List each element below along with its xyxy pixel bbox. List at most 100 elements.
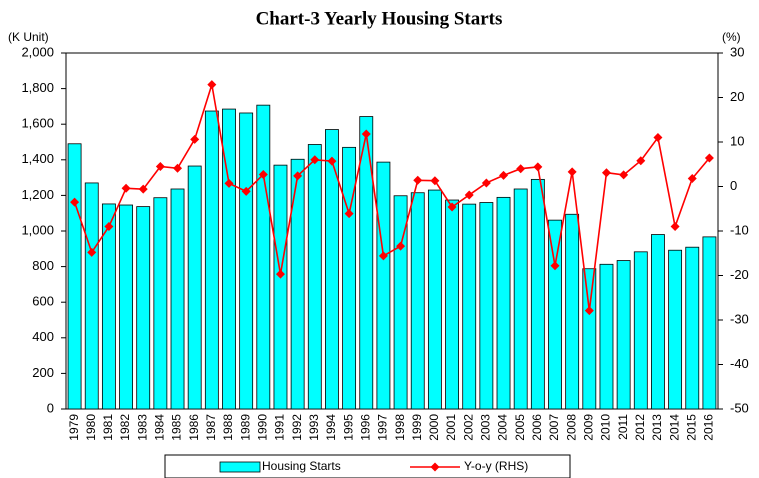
bar (530, 178, 545, 410)
y-tick-label: 1,800 (21, 80, 54, 95)
x-tick-label: 1996 (358, 414, 372, 441)
bar (702, 236, 717, 410)
x-tick-label: 2008 (564, 414, 578, 441)
bar (548, 219, 562, 410)
legend-box (164, 454, 571, 478)
marker (430, 176, 440, 186)
bar (170, 188, 185, 410)
marker (533, 162, 543, 172)
marker (293, 171, 303, 181)
marker (636, 156, 646, 166)
bar (445, 199, 459, 410)
marker (224, 178, 234, 188)
bar (582, 268, 597, 410)
bar (342, 146, 357, 410)
x-tick-label: 1982 (118, 414, 132, 441)
bar (565, 213, 580, 410)
x-tick-label: 1983 (135, 414, 149, 441)
x-tick-label: 2015 (684, 414, 698, 441)
x-tick-label: 1986 (187, 414, 201, 441)
y-axis-label: (K Unit) (8, 30, 49, 44)
marker (378, 251, 388, 261)
bar (496, 196, 511, 410)
marker (258, 169, 268, 179)
x-tick-label: 1992 (290, 414, 304, 441)
marker (567, 167, 577, 177)
bar (616, 260, 631, 410)
bar (204, 110, 219, 410)
bar (513, 188, 528, 410)
bar (307, 144, 322, 410)
bar (427, 189, 442, 410)
marker (447, 202, 457, 212)
marker (70, 197, 80, 207)
legend-label: Housing Starts (262, 459, 341, 473)
y-tick-label: 1,600 (21, 116, 54, 131)
bar (256, 104, 271, 410)
marker (499, 170, 509, 180)
bar (393, 195, 408, 410)
bar (651, 234, 665, 410)
x-tick-label: 2016 (702, 414, 716, 441)
x-tick-label: 1991 (273, 414, 287, 441)
legend-marker (430, 462, 440, 472)
x-tick-label: 1988 (221, 414, 235, 441)
x-tick-label: 2003 (479, 414, 493, 441)
x-tick-label: 2004 (496, 414, 510, 441)
marker (361, 129, 371, 139)
y-tick-label: 0 (47, 400, 54, 415)
x-tick-label: 2001 (444, 414, 458, 441)
marker (584, 306, 594, 316)
marker (464, 190, 474, 200)
x-tick-label: 2007 (547, 414, 561, 441)
marker (173, 163, 183, 173)
x-tick-label: 1990 (255, 414, 269, 441)
y2-tick-label: -20 (730, 267, 749, 282)
marker (550, 261, 560, 271)
y-tick-label: 1,400 (21, 151, 54, 166)
marker (190, 134, 200, 144)
marker (670, 222, 680, 232)
bar (84, 182, 99, 410)
x-tick-label: 1980 (84, 414, 98, 441)
line (73, 84, 711, 311)
y2-tick-label: 30 (730, 44, 744, 59)
x-tick-label: 2013 (650, 414, 664, 441)
y-tick-label: 1,200 (21, 187, 54, 202)
x-tick-label: 1987 (204, 414, 218, 441)
x-tick-label: 2009 (581, 414, 595, 441)
marker (601, 168, 611, 178)
marker (413, 175, 423, 185)
bar (376, 161, 391, 410)
marker (275, 269, 285, 279)
x-tick-label: 1989 (238, 414, 252, 441)
x-tick-label: 1997 (376, 414, 390, 441)
y2-tick-label: -30 (730, 311, 749, 326)
marker (653, 133, 663, 143)
x-tick-label: 1995 (341, 414, 355, 441)
x-tick-label: 2005 (513, 414, 527, 441)
marker (481, 178, 491, 188)
marker (310, 155, 320, 165)
x-tick-label: 2000 (427, 414, 441, 441)
y2-axis-label: (%) (722, 30, 741, 44)
marker (207, 80, 217, 90)
y2-tick-label: 20 (730, 89, 744, 104)
y-tick-label: 600 (32, 294, 54, 309)
bar (410, 192, 425, 410)
bar (136, 206, 151, 410)
x-tick-label: 1999 (410, 414, 424, 441)
bar (153, 197, 168, 410)
y2-tick-label: -40 (730, 356, 749, 371)
bar (633, 251, 648, 410)
legend-label: Y-o-y (RHS) (464, 459, 528, 473)
y2-tick-label: 10 (730, 133, 744, 148)
x-tick-label: 1981 (101, 414, 115, 441)
legend-swatch (219, 461, 261, 473)
bar (668, 249, 683, 410)
x-tick-label: 2011 (616, 414, 630, 440)
marker (155, 161, 165, 171)
y-tick-label: 200 (32, 365, 54, 380)
marker (396, 241, 406, 251)
x-tick-label: 1993 (307, 414, 321, 441)
